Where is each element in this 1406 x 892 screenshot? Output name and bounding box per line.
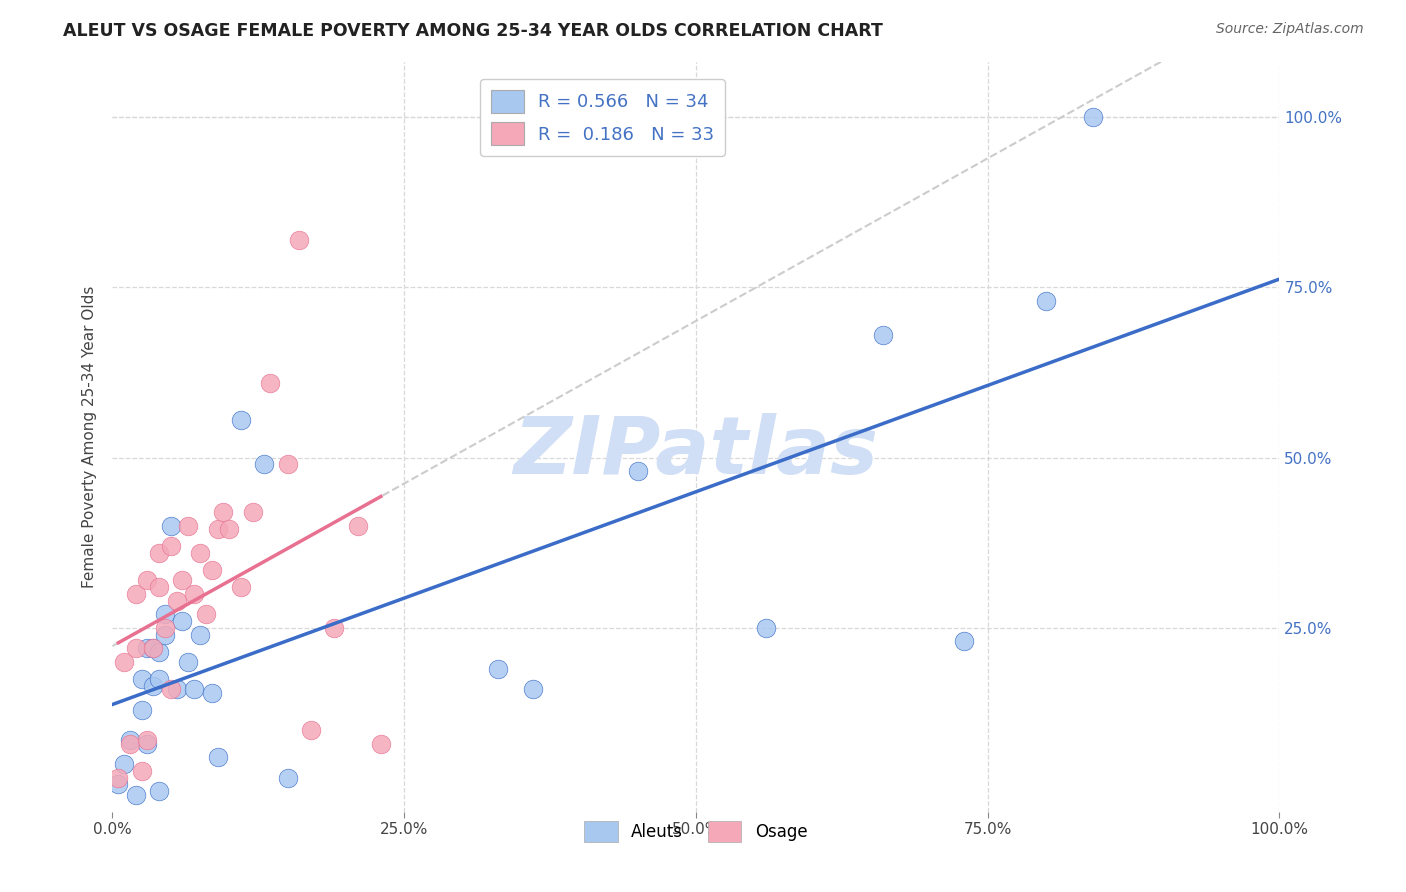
Point — [1081, 110, 1104, 124]
Point — [148, 784, 170, 798]
Point — [183, 587, 205, 601]
Point — [118, 737, 141, 751]
Point — [218, 522, 240, 536]
Point — [153, 607, 176, 622]
Point — [131, 764, 153, 778]
Point — [253, 458, 276, 472]
Point — [142, 641, 165, 656]
Point — [207, 522, 229, 536]
Point — [131, 672, 153, 686]
Point — [522, 682, 544, 697]
Point — [142, 679, 165, 693]
Point — [125, 587, 148, 601]
Point — [118, 733, 141, 747]
Point — [107, 771, 129, 785]
Point — [160, 518, 183, 533]
Point — [148, 645, 170, 659]
Point — [188, 546, 211, 560]
Point — [136, 737, 159, 751]
Point — [276, 458, 298, 472]
Point — [183, 682, 205, 697]
Point — [288, 233, 311, 247]
Point — [755, 621, 778, 635]
Text: ZIPatlas: ZIPatlas — [513, 413, 879, 491]
Point — [136, 733, 159, 747]
Text: ALEUT VS OSAGE FEMALE POVERTY AMONG 25-34 YEAR OLDS CORRELATION CHART: ALEUT VS OSAGE FEMALE POVERTY AMONG 25-3… — [63, 22, 883, 40]
Point — [131, 702, 153, 716]
Point — [153, 621, 176, 635]
Point — [160, 682, 183, 697]
Point — [125, 788, 148, 802]
Text: Source: ZipAtlas.com: Source: ZipAtlas.com — [1216, 22, 1364, 37]
Point — [188, 627, 211, 641]
Point — [148, 672, 170, 686]
Point — [346, 518, 368, 533]
Point — [125, 641, 148, 656]
Point — [276, 771, 298, 785]
Point — [177, 655, 200, 669]
Point — [242, 505, 264, 519]
Point — [112, 655, 135, 669]
Point — [299, 723, 322, 737]
Point — [212, 505, 235, 519]
Point — [201, 563, 224, 577]
Point — [486, 662, 509, 676]
Point — [166, 593, 188, 607]
Point — [148, 546, 170, 560]
Point — [201, 685, 224, 699]
Point — [194, 607, 217, 622]
Point — [107, 777, 129, 791]
Point — [177, 518, 200, 533]
Point — [172, 573, 194, 587]
Point — [370, 737, 392, 751]
Point — [323, 621, 346, 635]
Point — [148, 580, 170, 594]
Point — [136, 641, 159, 656]
Point — [166, 682, 188, 697]
Point — [259, 376, 281, 390]
Point — [1035, 293, 1057, 308]
Point — [172, 614, 194, 628]
Y-axis label: Female Poverty Among 25-34 Year Olds: Female Poverty Among 25-34 Year Olds — [82, 286, 97, 588]
Point — [112, 757, 135, 772]
Point — [153, 627, 176, 641]
Point — [136, 573, 159, 587]
Point — [142, 641, 165, 656]
Point — [872, 327, 894, 342]
Point — [160, 539, 183, 553]
Point — [953, 634, 976, 648]
Point — [229, 413, 252, 427]
Point — [207, 750, 229, 764]
Point — [627, 464, 650, 478]
Point — [229, 580, 252, 594]
Legend: Aleuts, Osage: Aleuts, Osage — [578, 814, 814, 848]
